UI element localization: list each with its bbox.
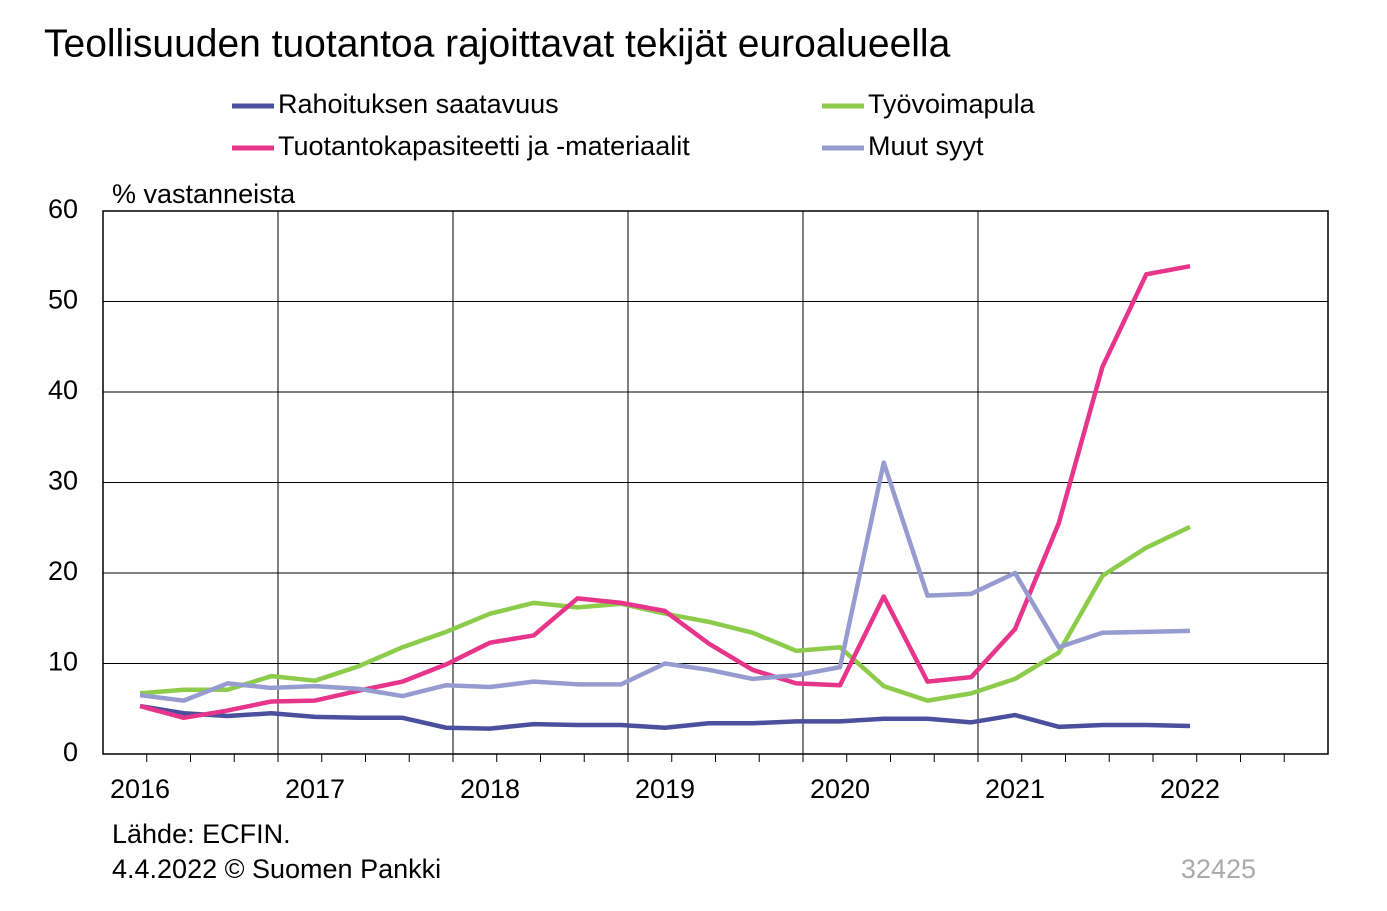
x-tick-label: 2020 [810,774,870,804]
y-tick-label: 60 [48,194,78,224]
chart-code: 32425 [1181,854,1256,884]
legend-label: Tuotantokapasiteetti ja -materiaalit [278,131,690,161]
y-tick-label: 10 [48,647,78,677]
legend-label: Rahoituksen saatavuus [278,89,559,119]
series-line [139,703,1191,731]
date-credit: 4.4.2022 © Suomen Pankki [112,854,441,884]
x-tick-label: 2018 [460,774,520,804]
y-tick-label: 30 [48,466,78,496]
legend-label: Muut syyt [868,131,984,161]
x-tick-label: 2019 [635,774,695,804]
x-tick-label: 2017 [285,774,345,804]
series-line [139,460,1191,703]
source: Lähde: ECFIN. [112,819,291,849]
y-tick-label: 50 [48,285,78,315]
x-tick-label: 2016 [110,774,170,804]
series-line [139,263,1191,721]
y-axis-label: % vastanneista [112,179,296,209]
chart-title: Teollisuuden tuotantoa rajoittavat tekij… [44,22,951,65]
y-tick-label: 0 [63,737,78,767]
legend-label: Työvoimapula [868,89,1036,119]
y-tick-label: 40 [48,375,78,405]
x-tick-label: 2022 [1160,774,1220,804]
y-tick-label: 20 [48,556,78,586]
x-tick-label: 2021 [985,774,1045,804]
